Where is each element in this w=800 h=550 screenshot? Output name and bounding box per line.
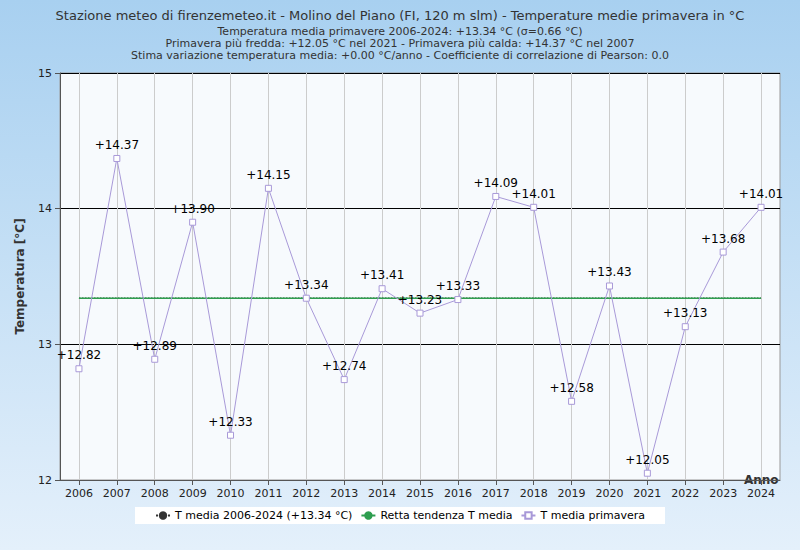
svg-text:+14.37: +14.37 (95, 138, 139, 152)
svg-text:15: 15 (38, 67, 52, 80)
svg-text:Stazione meteo di firenzemeteo: Stazione meteo di firenzemeteo.it - Moli… (56, 8, 745, 23)
svg-text:14: 14 (38, 202, 52, 215)
svg-text:12: 12 (38, 474, 52, 487)
svg-text:+13.90: +13.90 (170, 202, 214, 216)
svg-text:+13.41: +13.41 (360, 268, 404, 282)
svg-text:Temperatura [°C]: Temperatura [°C] (13, 218, 27, 334)
svg-text:+12.33: +12.33 (208, 415, 252, 429)
svg-text:T media 2006-2024 (+13.34 °C): T media 2006-2024 (+13.34 °C) (174, 509, 352, 522)
svg-text:13: 13 (38, 338, 52, 351)
svg-text:+12.89: +12.89 (133, 339, 177, 353)
svg-text:2024: 2024 (747, 487, 775, 500)
svg-text:Primavera più fredda: +12.05 °: Primavera più fredda: +12.05 °C nel 2021… (165, 36, 635, 50)
svg-text:+14.09: +14.09 (473, 176, 518, 190)
svg-text:2017: 2017 (482, 487, 510, 500)
svg-text:+14.15: +14.15 (246, 168, 290, 182)
svg-text:2012: 2012 (292, 487, 320, 500)
svg-text:2006: 2006 (65, 487, 93, 500)
svg-text:Stima variazione temperatura m: Stima variazione temperatura media: +0.0… (131, 49, 669, 62)
svg-text:2007: 2007 (103, 487, 131, 500)
svg-text:2009: 2009 (179, 487, 207, 500)
svg-text:+14.01: +14.01 (739, 187, 783, 201)
svg-text:+13.34: +13.34 (284, 278, 328, 292)
svg-text:2010: 2010 (217, 487, 245, 500)
svg-text:+13.33: +13.33 (436, 279, 480, 293)
svg-text:Retta tendenza T media: Retta tendenza T media (380, 509, 512, 522)
svg-text:Temperatura media primavere 20: Temperatura media primavere 2006-2024: +… (217, 24, 583, 38)
svg-text:T media primavera: T media primavera (539, 509, 645, 522)
svg-text:2021: 2021 (633, 487, 661, 500)
svg-text:2020: 2020 (595, 487, 623, 500)
svg-text:+13.13: +13.13 (663, 306, 707, 320)
svg-text:2011: 2011 (254, 487, 282, 500)
svg-text:2023: 2023 (709, 487, 737, 500)
svg-text:2015: 2015 (406, 487, 434, 500)
svg-text:2018: 2018 (520, 487, 548, 500)
svg-text:2013: 2013 (330, 487, 358, 500)
svg-text:Anno: Anno (744, 473, 779, 487)
svg-text:+13.43: +13.43 (587, 265, 631, 279)
svg-text:2016: 2016 (444, 487, 472, 500)
svg-text:2019: 2019 (558, 487, 586, 500)
svg-text:2014: 2014 (368, 487, 396, 500)
svg-text:+12.82: +12.82 (57, 348, 101, 362)
svg-text:+12.58: +12.58 (549, 381, 593, 395)
svg-text:+14.01: +14.01 (511, 187, 555, 201)
svg-text:+12.74: +12.74 (322, 359, 366, 373)
svg-text:+13.68: +13.68 (701, 232, 745, 246)
svg-text:+12.05: +12.05 (625, 453, 669, 467)
svg-text:+13.23: +13.23 (398, 293, 442, 307)
svg-text:2008: 2008 (141, 487, 169, 500)
svg-text:2022: 2022 (671, 487, 699, 500)
